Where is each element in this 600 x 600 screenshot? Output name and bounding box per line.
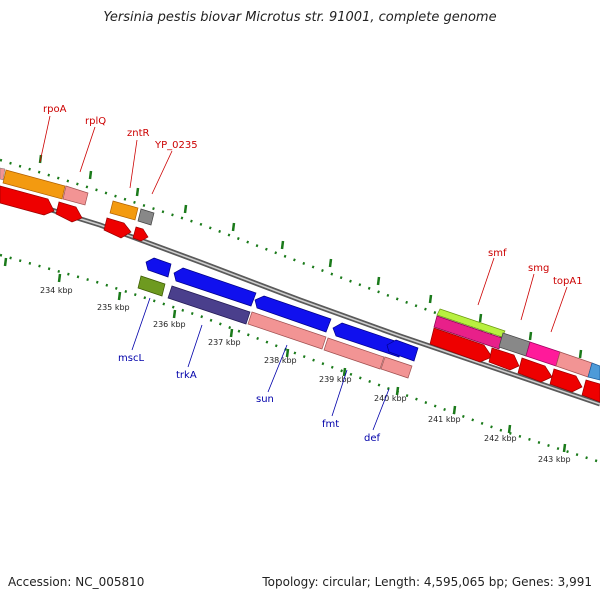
tick-label: 241 kbp (428, 415, 461, 424)
gene-label-smg: smg (528, 263, 549, 274)
genome-backbone (0, 191, 600, 407)
tick-label: 235 kbp (97, 303, 130, 312)
gene-feature-def[interactable] (380, 356, 413, 379)
accession-label: Accession: NC_005810 (8, 575, 145, 589)
gene-label-YP_0235: YP_0235 (154, 140, 198, 151)
cds-arrow-reverse[interactable] (173, 267, 257, 307)
tick-label: 239 kbp (319, 375, 352, 384)
cds-arrow-reverse[interactable] (145, 257, 172, 278)
gene-label-topA1: topA1 (553, 276, 583, 287)
map-title: Yersinia pestis biovar Microtus str. 910… (103, 10, 497, 25)
genome-summary: Topology: circular; Length: 4,595,065 bp… (262, 575, 592, 589)
forward-gene-labels: rpoA rplQ zntR YP_0235 smf smg topA1 (39, 104, 583, 333)
gene-feature-trkA[interactable] (167, 285, 251, 325)
gene-label-zntR: zntR (127, 128, 150, 139)
gene-label-trkA: trkA (176, 370, 197, 381)
gene-label-mscL: mscL (118, 353, 144, 364)
cds-arrow[interactable] (103, 217, 132, 239)
cds-arrow[interactable] (549, 368, 583, 393)
gene-feature-YP_0235[interactable] (137, 208, 155, 226)
gene-label-rpoA: rpoA (43, 104, 67, 115)
gene-feature-smf-body[interactable] (433, 315, 503, 350)
cds-arrow[interactable] (581, 379, 600, 403)
gene-feature[interactable] (0, 167, 6, 181)
cds-arrow[interactable] (517, 357, 553, 383)
cds-arrow-reverse[interactable] (332, 322, 405, 358)
tick-label: 236 kbp (153, 320, 186, 329)
cds-arrow[interactable] (429, 327, 493, 363)
tick-label: 234 kbp (40, 286, 73, 295)
cds-arrow[interactable] (55, 201, 83, 223)
cds-arrow[interactable] (488, 347, 520, 371)
gene-feature-mscL[interactable] (137, 275, 166, 297)
reverse-gene-track[interactable] (137, 257, 419, 379)
gene-label-def: def (364, 433, 381, 444)
kbp-scale-track (0, 253, 600, 464)
tick-label: 240 kbp (374, 394, 407, 403)
forward-gene-track[interactable] (0, 167, 600, 403)
gene-feature-rpoA[interactable] (2, 169, 66, 200)
gene-feature[interactable] (587, 362, 600, 381)
cds-arrow[interactable] (132, 226, 149, 242)
gene-label-sun: sun (256, 394, 274, 405)
tick-label: 243 kbp (538, 455, 571, 464)
gene-label-rplQ: rplQ (85, 116, 106, 127)
reverse-gene-labels: mscL trkA sun fmt def (118, 297, 390, 444)
cds-arrow[interactable] (0, 185, 55, 216)
tick-label: 237 kbp (208, 338, 241, 347)
gene-feature-rplQ[interactable] (62, 185, 89, 206)
gene-feature-sun[interactable] (247, 311, 327, 350)
cds-arrow-reverse[interactable] (386, 339, 419, 362)
gene-label-fmt: fmt (322, 419, 339, 430)
cds-arrow-reverse[interactable] (254, 295, 332, 333)
tick-label: 242 kbp (484, 434, 517, 443)
gene-label-smf: smf (488, 248, 507, 259)
gene-feature-fmt[interactable] (323, 337, 385, 370)
gene-feature-zntR[interactable] (109, 200, 139, 221)
